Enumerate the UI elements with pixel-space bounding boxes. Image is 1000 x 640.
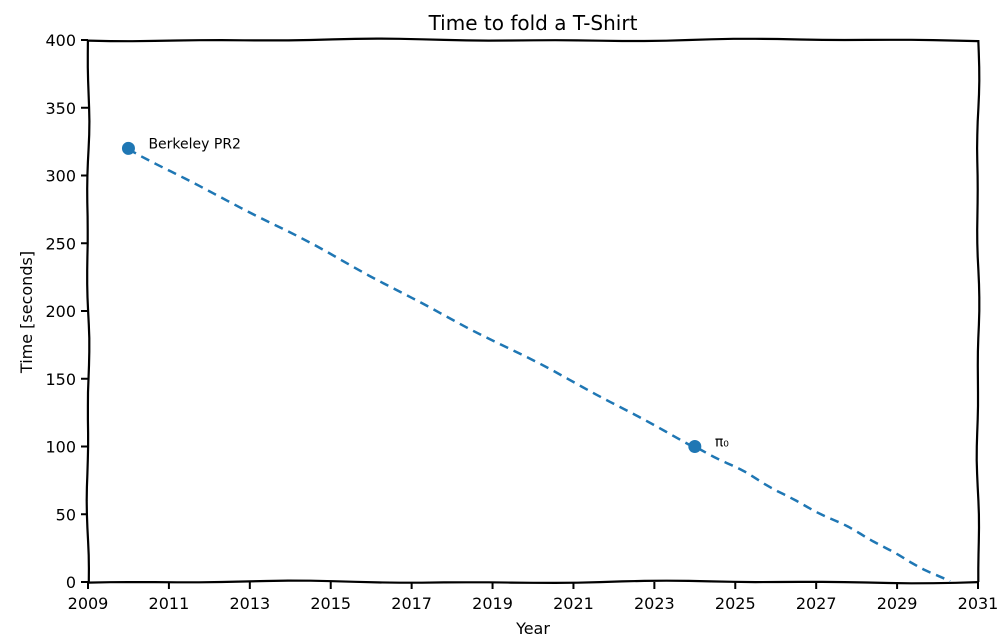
x-tick-label: 2027 <box>796 594 837 613</box>
y-tick-label: 50 <box>56 505 76 524</box>
y-tick-label: 350 <box>45 99 76 118</box>
x-tick-label: 2031 <box>958 594 999 613</box>
x-tick-label: 2029 <box>877 594 918 613</box>
data-point <box>688 440 702 453</box>
series-line <box>127 148 951 583</box>
y-axis-title: Time [seconds] <box>17 251 36 374</box>
x-tick-label: 2011 <box>149 594 190 613</box>
x-tick-label: 2017 <box>391 594 432 613</box>
x-tick-label: 2019 <box>472 594 513 613</box>
x-tick-label: 2025 <box>715 594 756 613</box>
y-tick-label: 250 <box>45 234 76 253</box>
x-tick-label: 2023 <box>634 594 675 613</box>
y-tick-label: 400 <box>45 31 76 50</box>
x-axis-title: Year <box>515 619 550 638</box>
left-spine <box>85 39 91 583</box>
x-tick-label: 2009 <box>68 594 109 613</box>
y-tick-label: 200 <box>45 302 76 321</box>
x-tick-label: 2015 <box>310 594 351 613</box>
y-tick-label: 300 <box>45 167 76 186</box>
y-tick-label: 0 <box>66 573 76 592</box>
chart-title: Time to fold a T-Shirt <box>428 11 638 35</box>
y-tick-label: 100 <box>45 438 76 457</box>
x-tick-label: 2013 <box>229 594 270 613</box>
point-label: Berkeley PR2 <box>148 136 241 152</box>
bottom-spine <box>87 579 979 585</box>
data-point <box>121 141 135 155</box>
point-label: π₀ <box>715 435 729 451</box>
right-spine <box>975 39 981 582</box>
x-tick-label: 2021 <box>553 594 594 613</box>
y-tick-label: 150 <box>45 370 76 389</box>
top-spine <box>87 37 979 43</box>
